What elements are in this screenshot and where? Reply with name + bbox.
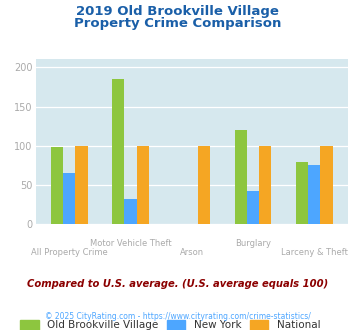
Bar (247, 191, 259, 224)
Text: Arson: Arson (180, 248, 204, 257)
Text: Larceny & Theft: Larceny & Theft (281, 248, 348, 257)
Bar (137, 146, 149, 224)
Text: All Property Crime: All Property Crime (31, 248, 108, 257)
Legend: Old Brookville Village, New York, National: Old Brookville Village, New York, Nation… (16, 315, 324, 330)
Bar (235, 130, 247, 224)
Bar (308, 165, 320, 224)
Text: Compared to U.S. average. (U.S. average equals 100): Compared to U.S. average. (U.S. average … (27, 279, 328, 289)
Bar (112, 79, 124, 224)
Bar (63, 173, 75, 224)
Text: Burglary: Burglary (235, 239, 271, 248)
Text: 2019 Old Brookville Village: 2019 Old Brookville Village (76, 5, 279, 18)
Text: © 2025 CityRating.com - https://www.cityrating.com/crime-statistics/: © 2025 CityRating.com - https://www.city… (45, 312, 310, 321)
Bar (320, 146, 333, 224)
Bar (296, 162, 308, 224)
Text: Property Crime Comparison: Property Crime Comparison (74, 16, 281, 29)
Bar (51, 147, 63, 224)
Bar (259, 146, 271, 224)
Bar (198, 146, 210, 224)
Text: Motor Vehicle Theft: Motor Vehicle Theft (89, 239, 171, 248)
Bar (124, 199, 137, 224)
Bar (75, 146, 88, 224)
